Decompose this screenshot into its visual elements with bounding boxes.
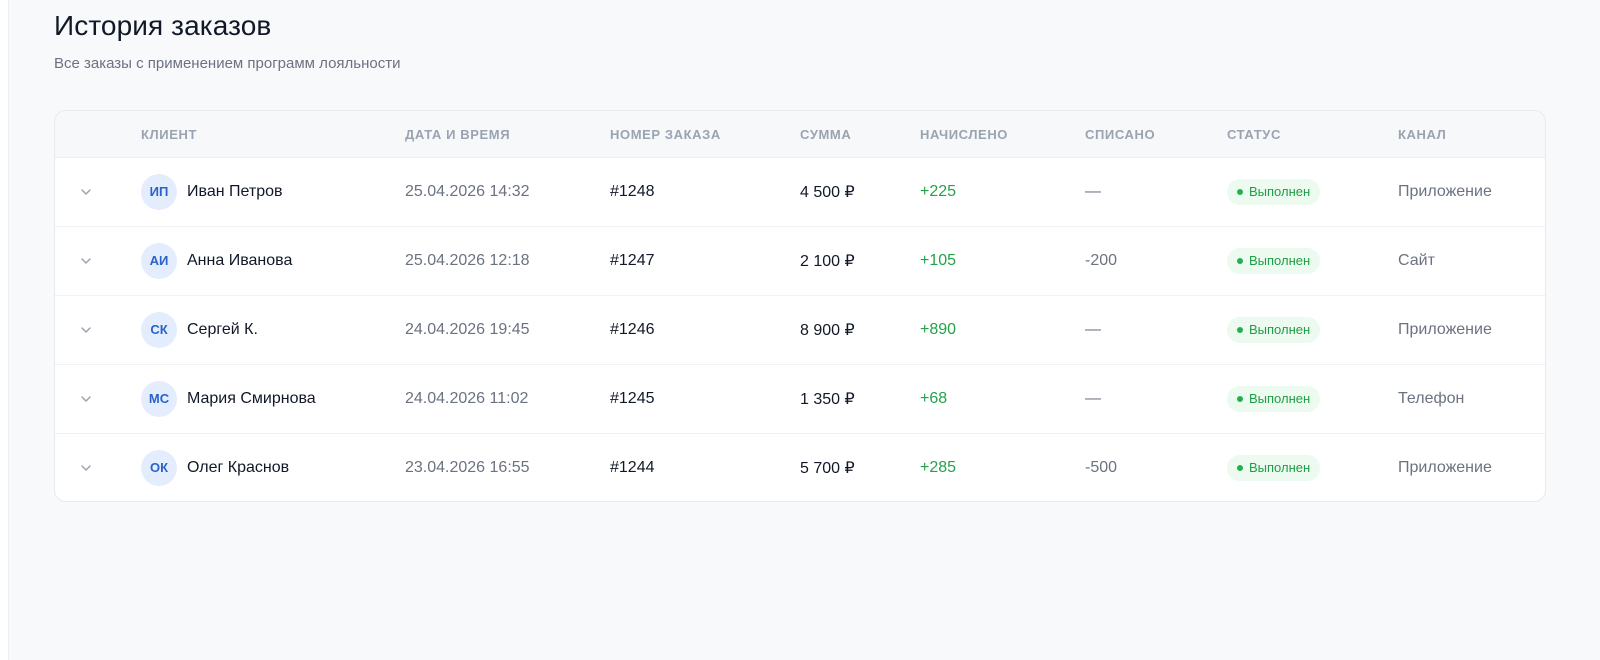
order-datetime: 24.04.2026 19:45 bbox=[405, 320, 530, 338]
orders-table: КЛИЕНТ ДАТА И ВРЕМЯ НОМЕР ЗАКАЗА СУММА Н… bbox=[54, 110, 1546, 502]
order-number: #1246 bbox=[610, 320, 655, 338]
status-label: Выполнен bbox=[1249, 460, 1311, 475]
client-name: Анна Иванова bbox=[187, 251, 293, 269]
header-client[interactable]: КЛИЕНТ bbox=[141, 127, 197, 142]
chevron-down-icon[interactable] bbox=[79, 461, 93, 475]
header-order-number[interactable]: НОМЕР ЗАКАЗА bbox=[610, 127, 721, 142]
table-row[interactable]: АИ Анна Иванова 25.04.2026 12:18 #1247 2… bbox=[55, 226, 1545, 296]
points-earned: +105 bbox=[920, 251, 957, 269]
chevron-down-icon[interactable] bbox=[79, 185, 93, 199]
avatar: АИ bbox=[141, 242, 177, 279]
header-sum[interactable]: СУММА bbox=[800, 127, 852, 142]
header-channel[interactable]: КАНАЛ bbox=[1398, 127, 1447, 142]
order-sum: 1 350 ₽ bbox=[800, 390, 855, 408]
status-dot-icon bbox=[1237, 395, 1243, 402]
points-earned: +890 bbox=[920, 320, 957, 338]
points-spent: -500 bbox=[1085, 458, 1118, 476]
header-earned[interactable]: НАЧИСЛЕНО bbox=[920, 127, 1009, 142]
order-datetime: 25.04.2026 14:32 bbox=[405, 182, 530, 200]
points-earned: +68 bbox=[920, 389, 948, 407]
chevron-down-icon[interactable] bbox=[79, 323, 93, 337]
points-spent: -200 bbox=[1085, 251, 1118, 269]
status-badge: Выполнен bbox=[1227, 316, 1321, 343]
left-rail bbox=[0, 0, 9, 660]
order-sum: 8 900 ₽ bbox=[800, 321, 855, 339]
table-header: КЛИЕНТ ДАТА И ВРЕМЯ НОМЕР ЗАКАЗА СУММА Н… bbox=[55, 111, 1545, 158]
client-name: Олег Краснов bbox=[187, 458, 290, 476]
header-status[interactable]: СТАТУС bbox=[1227, 127, 1281, 142]
table-row[interactable]: СК Сергей К. 24.04.2026 19:45 #1246 8 90… bbox=[55, 295, 1545, 365]
status-dot-icon bbox=[1237, 188, 1243, 195]
points-spent: — bbox=[1085, 389, 1101, 407]
avatar: ОК bbox=[141, 449, 177, 486]
order-channel: Сайт bbox=[1398, 251, 1435, 269]
order-sum: 4 500 ₽ bbox=[800, 183, 855, 201]
client-name: Мария Смирнова bbox=[187, 389, 316, 407]
page-subtitle: Все заказы с применением программ лояльн… bbox=[54, 55, 401, 72]
status-dot-icon bbox=[1237, 464, 1243, 471]
status-badge: Выполнен bbox=[1227, 178, 1321, 205]
avatar: СК bbox=[141, 311, 177, 348]
chevron-down-icon[interactable] bbox=[79, 254, 93, 268]
order-channel: Приложение bbox=[1398, 182, 1492, 200]
order-number: #1244 bbox=[610, 458, 655, 476]
points-earned: +225 bbox=[920, 182, 957, 200]
status-label: Выполнен bbox=[1249, 322, 1311, 337]
status-label: Выполнен bbox=[1249, 184, 1311, 199]
avatar: МС bbox=[141, 380, 177, 417]
table-row[interactable]: ИП Иван Петров 25.04.2026 14:32 #1248 4 … bbox=[55, 157, 1545, 227]
order-datetime: 24.04.2026 11:02 bbox=[405, 389, 529, 407]
status-badge: Выполнен bbox=[1227, 454, 1321, 481]
order-channel: Телефон bbox=[1398, 389, 1465, 407]
order-number: #1247 bbox=[610, 251, 655, 269]
table-row[interactable]: ОК Олег Краснов 23.04.2026 16:55 #1244 5… bbox=[55, 433, 1545, 501]
points-spent: — bbox=[1085, 182, 1101, 200]
table-row[interactable]: МС Мария Смирнова 24.04.2026 11:02 #1245… bbox=[55, 364, 1545, 434]
status-dot-icon bbox=[1237, 257, 1243, 264]
chevron-down-icon[interactable] bbox=[79, 392, 93, 406]
status-badge: Выполнен bbox=[1227, 385, 1321, 412]
order-number: #1248 bbox=[610, 182, 655, 200]
points-earned: +285 bbox=[920, 458, 957, 476]
order-datetime: 25.04.2026 12:18 bbox=[405, 251, 530, 269]
order-sum: 2 100 ₽ bbox=[800, 252, 855, 270]
order-sum: 5 700 ₽ bbox=[800, 459, 855, 477]
order-channel: Приложение bbox=[1398, 458, 1492, 476]
order-number: #1245 bbox=[610, 389, 655, 407]
status-label: Выполнен bbox=[1249, 253, 1311, 268]
status-dot-icon bbox=[1237, 326, 1243, 333]
page-title: История заказов bbox=[54, 10, 272, 41]
header-spent[interactable]: СПИСАНО bbox=[1085, 127, 1156, 142]
status-badge: Выполнен bbox=[1227, 247, 1321, 274]
client-name: Иван Петров bbox=[187, 182, 283, 200]
order-datetime: 23.04.2026 16:55 bbox=[405, 458, 530, 476]
client-name: Сергей К. bbox=[187, 320, 258, 338]
status-label: Выполнен bbox=[1249, 391, 1311, 406]
avatar: ИП bbox=[141, 173, 177, 210]
order-channel: Приложение bbox=[1398, 320, 1492, 338]
points-spent: — bbox=[1085, 320, 1101, 338]
header-datetime[interactable]: ДАТА И ВРЕМЯ bbox=[405, 127, 511, 142]
